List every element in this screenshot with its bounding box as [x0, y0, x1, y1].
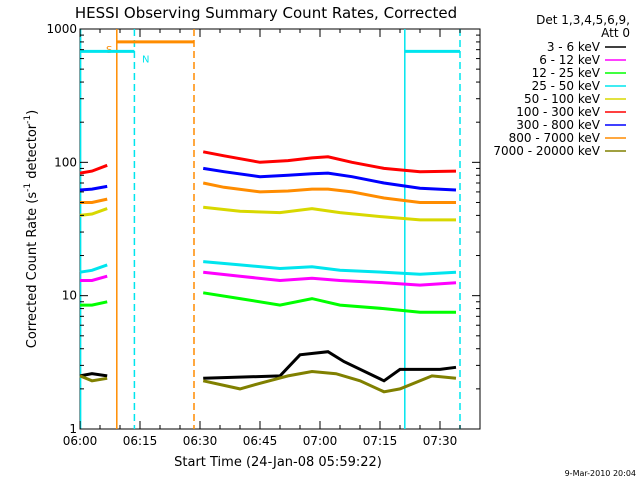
- series-group: [79, 260, 457, 276]
- series-line: [79, 184, 108, 192]
- series-line: [202, 166, 457, 192]
- series-line: [202, 150, 457, 174]
- series-line: [202, 181, 456, 204]
- series-group: [80, 270, 457, 287]
- x-tick-label: 06:00: [63, 434, 98, 448]
- y-axis-label-part: detector: [25, 123, 40, 183]
- y-tick-label: 1: [69, 422, 77, 436]
- series-group: [79, 350, 457, 383]
- legend-header: Det 1,3,4,5,6,9,: [536, 13, 630, 27]
- series-line: [79, 163, 108, 175]
- marker-lines: [79, 29, 461, 429]
- legend-label: 300 - 800 keV: [516, 118, 600, 132]
- y-axis-label-exponent: -1: [23, 115, 33, 124]
- x-tick-label: 07:15: [363, 434, 398, 448]
- y-tick-label: 100: [54, 155, 77, 169]
- state-bars: SN: [80, 40, 460, 65]
- x-tick-label: 06:30: [183, 434, 218, 448]
- legend-label: 100 - 300 keV: [516, 105, 600, 119]
- series-line: [203, 260, 457, 276]
- series-group: [79, 150, 457, 175]
- series-line: [80, 300, 108, 307]
- series-line: [79, 372, 108, 378]
- chart-title: HESSI Observing Summary Count Rates, Cor…: [75, 4, 457, 22]
- x-tick-label: 07:30: [423, 434, 458, 448]
- series-line: [203, 270, 457, 287]
- legend-label: 12 - 25 keV: [532, 66, 601, 80]
- series-line: [80, 274, 108, 282]
- legend-label: 25 - 50 keV: [532, 79, 601, 93]
- y-tick-label: 1000: [46, 22, 77, 36]
- series-group: [80, 291, 456, 314]
- series-line: [79, 207, 108, 217]
- series-line: [79, 263, 108, 274]
- legend-label: 3 - 6 keV: [547, 40, 601, 54]
- x-tick-label: 06:15: [123, 434, 158, 448]
- series-line: [202, 291, 456, 314]
- y-axis-label-exponent: -1: [23, 183, 33, 192]
- legend-label: 50 - 100 keV: [524, 92, 601, 106]
- generation-timestamp: 9-Mar-2010 20:04: [565, 469, 636, 478]
- series-lines: [79, 150, 457, 394]
- x-tick-label: 06:45: [243, 434, 278, 448]
- x-axis: 06:00 06:15 06:30 06:45 07:00 07:15 07:30: [63, 29, 481, 448]
- series-line: [202, 369, 457, 394]
- series-line: [80, 197, 108, 204]
- y-axis: 1 10 100 1000: [46, 22, 480, 436]
- series-line: [203, 350, 457, 383]
- series-line: [79, 374, 108, 383]
- y-axis-label: Corrected Count Rate (s-1 detector-1): [23, 110, 40, 348]
- series-group: [79, 166, 457, 192]
- series-group: [79, 369, 457, 394]
- series-line: [203, 205, 456, 222]
- x-tick-label: 07:00: [303, 434, 338, 448]
- legend-label: 800 - 7000 keV: [509, 131, 601, 145]
- plot-area: SN: [79, 28, 481, 430]
- legend-header: Att 0: [601, 26, 630, 40]
- legend-label: 7000 - 20000 keV: [493, 144, 600, 158]
- legend-label: 6 - 12 keV: [539, 53, 601, 67]
- x-axis-label: Start Time (24-Jan-08 05:59:22): [174, 455, 382, 470]
- y-tick-label: 10: [62, 289, 77, 303]
- y-axis-label-part: Corrected Count Rate (s: [25, 192, 40, 349]
- series-group: [79, 205, 456, 222]
- night-bar-1-label: N: [142, 54, 149, 65]
- y-axis-label-part: ): [25, 110, 40, 115]
